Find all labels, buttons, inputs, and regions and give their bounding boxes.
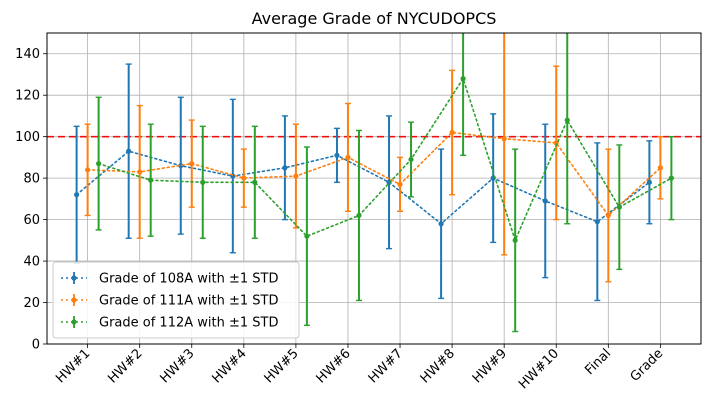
data-point bbox=[542, 198, 548, 204]
data-point bbox=[282, 165, 288, 171]
data-point bbox=[137, 169, 143, 175]
data-point bbox=[252, 179, 258, 185]
data-point bbox=[501, 136, 507, 142]
data-point bbox=[594, 219, 600, 225]
data-point bbox=[657, 165, 663, 171]
data-point bbox=[200, 179, 206, 185]
legend-marker bbox=[71, 297, 77, 303]
data-point bbox=[85, 167, 91, 173]
x-tick-label: HW#3 bbox=[157, 346, 197, 386]
series-layer bbox=[73, 33, 675, 333]
x-tick-label: HW#7 bbox=[366, 346, 406, 386]
data-point bbox=[616, 204, 622, 210]
series-line bbox=[97, 76, 673, 243]
x-tick-label: Grade bbox=[628, 346, 667, 385]
x-tick-label: HW#2 bbox=[105, 346, 145, 386]
x-tick-label: HW#6 bbox=[314, 346, 354, 386]
legend-marker bbox=[71, 319, 77, 325]
data-point bbox=[96, 161, 102, 167]
data-point bbox=[304, 233, 310, 239]
data-point bbox=[189, 161, 195, 167]
data-point bbox=[646, 179, 652, 185]
data-point bbox=[397, 181, 403, 187]
x-tick-label: HW#9 bbox=[470, 346, 510, 386]
y-tick-label: 100 bbox=[15, 130, 40, 145]
series-line bbox=[75, 150, 651, 225]
legend-box bbox=[52, 261, 300, 339]
x-tick-label: HW#5 bbox=[262, 346, 302, 386]
data-point bbox=[605, 212, 611, 219]
y-tick-label: 120 bbox=[15, 89, 40, 104]
x-tick-label: HW#8 bbox=[418, 346, 458, 386]
data-point bbox=[148, 177, 154, 183]
x-tick-label: HW#10 bbox=[516, 346, 562, 392]
data-point bbox=[345, 154, 351, 160]
chart-title: Average Grade of NYCUDOPCS bbox=[252, 9, 497, 28]
legend-label: Grade of 112A with ±1 STD bbox=[99, 316, 278, 331]
data-point bbox=[512, 237, 518, 243]
y-tick-label: 20 bbox=[23, 296, 40, 311]
data-point bbox=[408, 156, 414, 163]
series-2 bbox=[84, 33, 664, 283]
x-tick-label: HW#4 bbox=[209, 346, 249, 386]
data-point bbox=[126, 148, 132, 154]
data-point bbox=[74, 192, 80, 198]
y-tick-label: 80 bbox=[23, 172, 40, 187]
data-point bbox=[460, 76, 466, 82]
series-line bbox=[86, 131, 662, 217]
y-tick-label: 0 bbox=[32, 338, 40, 353]
x-tick-label: HW#1 bbox=[53, 346, 93, 386]
y-tick-label: 40 bbox=[23, 255, 40, 270]
data-point bbox=[334, 152, 340, 158]
plot-frame bbox=[46, 32, 702, 345]
legend-label: Grade of 108A with ±1 STD bbox=[99, 272, 278, 287]
data-point bbox=[438, 221, 444, 227]
data-point bbox=[293, 173, 299, 179]
data-point bbox=[449, 129, 455, 136]
data-point bbox=[356, 212, 362, 219]
data-point bbox=[564, 117, 570, 123]
y-tick-label: 140 bbox=[15, 47, 40, 62]
x-tick-label: Final bbox=[582, 346, 614, 378]
y-tick-label: 60 bbox=[23, 213, 40, 228]
data-point bbox=[668, 175, 674, 181]
legend: Grade of 108A with ±1 STD Grade of 111A w… bbox=[52, 261, 300, 339]
legend-label: Grade of 111A with ±1 STD bbox=[99, 294, 278, 309]
legend-marker bbox=[71, 275, 77, 281]
data-point bbox=[241, 175, 247, 181]
series-3 bbox=[95, 33, 675, 333]
